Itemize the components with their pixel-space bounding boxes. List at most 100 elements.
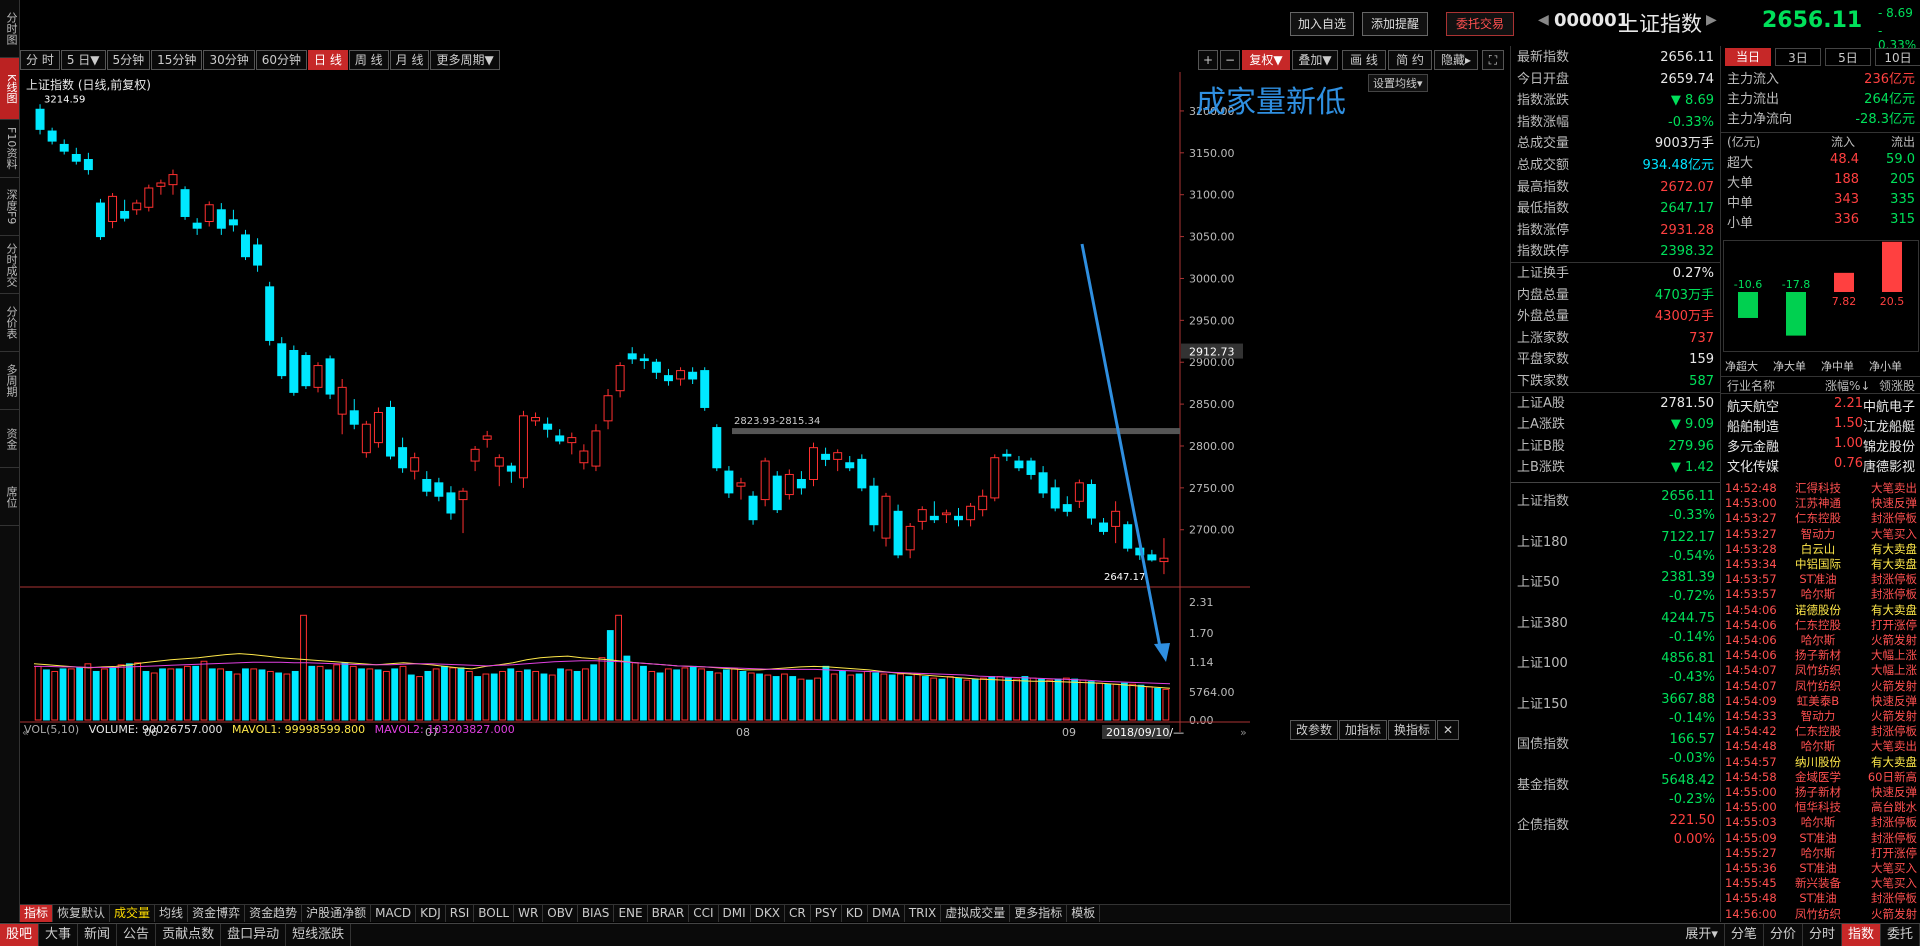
indicator-tab-1[interactable]: 恢复默认 bbox=[53, 905, 111, 922]
period-tab-2[interactable]: 5分钟 bbox=[106, 50, 151, 70]
indicator-tab-12[interactable]: OBV bbox=[543, 905, 578, 922]
alert-row[interactable]: 14:53:27 仁东控股 封涨停板 bbox=[1721, 510, 1920, 526]
index-row[interactable]: 上证100 4856.81 -0.43% bbox=[1511, 648, 1721, 688]
indicator-tab-2[interactable]: 成交量 bbox=[110, 905, 156, 922]
indicator-tab-13[interactable]: BIAS bbox=[578, 905, 615, 922]
left-tab-1[interactable]: K线图 bbox=[0, 58, 19, 120]
indicator-tab-25[interactable]: 更多指标 bbox=[1010, 905, 1068, 922]
period-tab-8[interactable]: 月 线 bbox=[389, 50, 430, 70]
alert-row[interactable]: 14:53:00 江苏神通 快速反弹 bbox=[1721, 495, 1920, 511]
industry-row[interactable]: 船舶制造 1.50 江龙船艇 bbox=[1721, 416, 1920, 436]
period-tab-4[interactable]: 30分钟 bbox=[203, 50, 255, 70]
bottom-tab-0[interactable]: 股吧 bbox=[0, 924, 40, 946]
alert-row[interactable]: 14:55:03 哈尔斯 封涨停板 bbox=[1721, 814, 1920, 830]
bottom-right-tab-0[interactable]: 展开▾ bbox=[1679, 924, 1725, 946]
indicator-tab-14[interactable]: ENE bbox=[614, 905, 648, 922]
index-row[interactable]: 国债指数 166.57 -0.03% bbox=[1511, 729, 1721, 769]
left-tab-5[interactable]: 分价表 bbox=[0, 294, 19, 352]
bottom-right-tab-3[interactable]: 分时 bbox=[1803, 924, 1842, 946]
alert-row[interactable]: 14:54:07 凤竹纺织 火箭发射 bbox=[1721, 678, 1920, 694]
index-row[interactable]: 上证指数 2656.11 -0.33% bbox=[1511, 486, 1721, 526]
indicator-tab-18[interactable]: DKX bbox=[751, 905, 785, 922]
next-stock-icon[interactable]: ▶ bbox=[1706, 12, 1717, 28]
alert-row[interactable]: 14:52:48 汇得科技 大笔卖出 bbox=[1721, 480, 1920, 496]
industry-row[interactable]: 航天航空 2.21 中航电子 bbox=[1721, 396, 1920, 416]
index-row[interactable]: 上证380 4244.75 -0.14% bbox=[1511, 608, 1721, 648]
flow-tab-2[interactable]: 5日 bbox=[1825, 48, 1871, 66]
left-tab-4[interactable]: 分时成交 bbox=[0, 236, 19, 294]
bottom-right-tab-4[interactable]: 指数 bbox=[1841, 924, 1881, 946]
alert-row[interactable]: 14:54:33 智动力 火箭发射 bbox=[1721, 708, 1920, 724]
index-row[interactable]: 基金指数 5648.42 -0.23% bbox=[1511, 770, 1721, 810]
left-tab-2[interactable]: F10资料 bbox=[0, 120, 19, 178]
indicator-tab-15[interactable]: BRAR bbox=[648, 905, 690, 922]
period-tab-9[interactable]: 更多周期▼ bbox=[430, 50, 500, 70]
indicator-tab-7[interactable]: MACD bbox=[371, 905, 417, 922]
vol-params-button[interactable]: 改参数 bbox=[1290, 720, 1339, 740]
alert-row[interactable]: 14:55:48 ST准油 封涨停板 bbox=[1721, 890, 1920, 906]
indicator-tab-4[interactable]: 资金博弈 bbox=[188, 905, 246, 922]
bottom-right-tab-2[interactable]: 分价 bbox=[1764, 924, 1803, 946]
flow-tab-3[interactable]: 10日 bbox=[1875, 48, 1920, 66]
bottom-right-tab-5[interactable]: 委托 bbox=[1881, 924, 1920, 946]
add-alert-button[interactable]: 添加提醒 bbox=[1362, 12, 1428, 36]
indicator-tab-6[interactable]: 沪股通净额 bbox=[302, 905, 372, 922]
index-row[interactable]: 上证150 3667.88 -0.14% bbox=[1511, 689, 1721, 729]
period-tab-7[interactable]: 周 线 bbox=[348, 50, 389, 70]
alert-row[interactable]: 14:53:57 ST准油 封涨停板 bbox=[1721, 571, 1920, 587]
left-tab-6[interactable]: 多周期 bbox=[0, 352, 19, 410]
alert-row[interactable]: 14:53:34 中铝国际 有大卖盘 bbox=[1721, 556, 1920, 572]
indicator-tab-10[interactable]: BOLL bbox=[474, 905, 515, 922]
alert-row[interactable]: 14:54:09 虹美泰B 快速反弹 bbox=[1721, 693, 1920, 709]
add-watch-button[interactable]: 加入自选 bbox=[1290, 12, 1354, 36]
alert-row[interactable]: 14:55:27 哈尔斯 打开涨停 bbox=[1721, 845, 1920, 861]
alert-row[interactable]: 14:54:06 扬子新材 大幅上涨 bbox=[1721, 647, 1920, 663]
index-row[interactable]: 上证180 7122.17 -0.54% bbox=[1511, 527, 1721, 567]
ma-settings-button[interactable]: 设置均线▾ bbox=[1368, 74, 1428, 92]
indicator-tab-24[interactable]: 虚拟成交量 bbox=[941, 905, 1011, 922]
left-tab-8[interactable]: 席位 bbox=[0, 468, 19, 526]
left-tab-3[interactable]: 深度F9 bbox=[0, 178, 19, 236]
alert-row[interactable]: 14:55:09 ST准油 封涨停板 bbox=[1721, 830, 1920, 846]
flow-tab-1[interactable]: 3日 bbox=[1775, 48, 1821, 66]
alert-row[interactable]: 14:54:42 仁东控股 封涨停板 bbox=[1721, 723, 1920, 739]
bottom-tab-6[interactable]: 短线涨跌 bbox=[286, 924, 352, 946]
bottom-tab-4[interactable]: 贡献点数 bbox=[156, 924, 222, 946]
indicator-tab-19[interactable]: CR bbox=[785, 905, 811, 922]
period-tab-3[interactable]: 15分钟 bbox=[151, 50, 203, 70]
indicator-tab-16[interactable]: CCI bbox=[689, 905, 719, 922]
alert-row[interactable]: 14:54:58 金域医学 60日新高 bbox=[1721, 769, 1920, 785]
prev-stock-icon[interactable]: ◀ bbox=[1538, 12, 1549, 28]
alert-row[interactable]: 14:53:57 哈尔斯 封涨停板 bbox=[1721, 586, 1920, 602]
alert-row[interactable]: 14:54:48 哈尔斯 大笔卖出 bbox=[1721, 738, 1920, 754]
left-tab-0[interactable]: 分时图 bbox=[0, 0, 19, 58]
zoom-in-button[interactable]: + bbox=[1198, 50, 1218, 70]
indicator-tab-21[interactable]: KD bbox=[842, 905, 869, 922]
indicator-tab-26[interactable]: 模板 bbox=[1067, 905, 1101, 922]
index-row[interactable]: 企债指数 221.50 0.00% bbox=[1511, 810, 1721, 850]
index-row[interactable]: 上证50 2381.39 -0.72% bbox=[1511, 567, 1721, 607]
alert-row[interactable]: 14:54:57 纳川股份 有大卖盘 bbox=[1721, 754, 1920, 770]
fullscreen-icon[interactable]: ⛶ bbox=[1482, 50, 1504, 70]
indicator-tab-5[interactable]: 资金趋势 bbox=[245, 905, 303, 922]
overlay-button[interactable]: 叠加▼ bbox=[1292, 50, 1338, 70]
vol-add-indicator-button[interactable]: 加指标 bbox=[1339, 720, 1388, 740]
alert-row[interactable]: 14:55:36 ST准油 大笔买入 bbox=[1721, 860, 1920, 876]
period-tab-6[interactable]: 日 线 bbox=[308, 50, 348, 70]
kline-chart-area[interactable]: 上证指数 (日线,前复权) 设置均线▾ 3200.00 3150.00 3100.0… bbox=[20, 72, 1510, 892]
alert-row[interactable]: 14:56:00 凤竹纺织 火箭发射 bbox=[1721, 906, 1920, 922]
indicator-tab-11[interactable]: WR bbox=[514, 905, 544, 922]
vol-close-icon[interactable]: ✕ bbox=[1437, 720, 1460, 740]
indicator-tab-17[interactable]: DMI bbox=[719, 905, 751, 922]
indicator-tab-23[interactable]: TRIX bbox=[905, 905, 942, 922]
alert-row[interactable]: 14:54:06 哈尔斯 火箭发射 bbox=[1721, 632, 1920, 648]
alert-row[interactable]: 14:54:06 诺德股份 有大卖盘 bbox=[1721, 602, 1920, 618]
bottom-tab-1[interactable]: 大事 bbox=[39, 924, 79, 946]
alert-row[interactable]: 14:55:00 恒华科技 高台跳水 bbox=[1721, 799, 1920, 815]
simple-button[interactable]: 简 约 bbox=[1388, 50, 1432, 70]
alerts-ticker[interactable]: 14:52:48 汇得科技 大笔卖出 14:53:00 江苏神通 快速反弹 14:53:27… bbox=[1720, 478, 1920, 922]
indicator-tab-9[interactable]: RSI bbox=[446, 905, 475, 922]
indicator-tab-22[interactable]: DMA bbox=[868, 905, 905, 922]
period-tab-5[interactable]: 60分钟 bbox=[255, 50, 307, 70]
flow-tab-0[interactable]: 当日 bbox=[1725, 48, 1771, 66]
